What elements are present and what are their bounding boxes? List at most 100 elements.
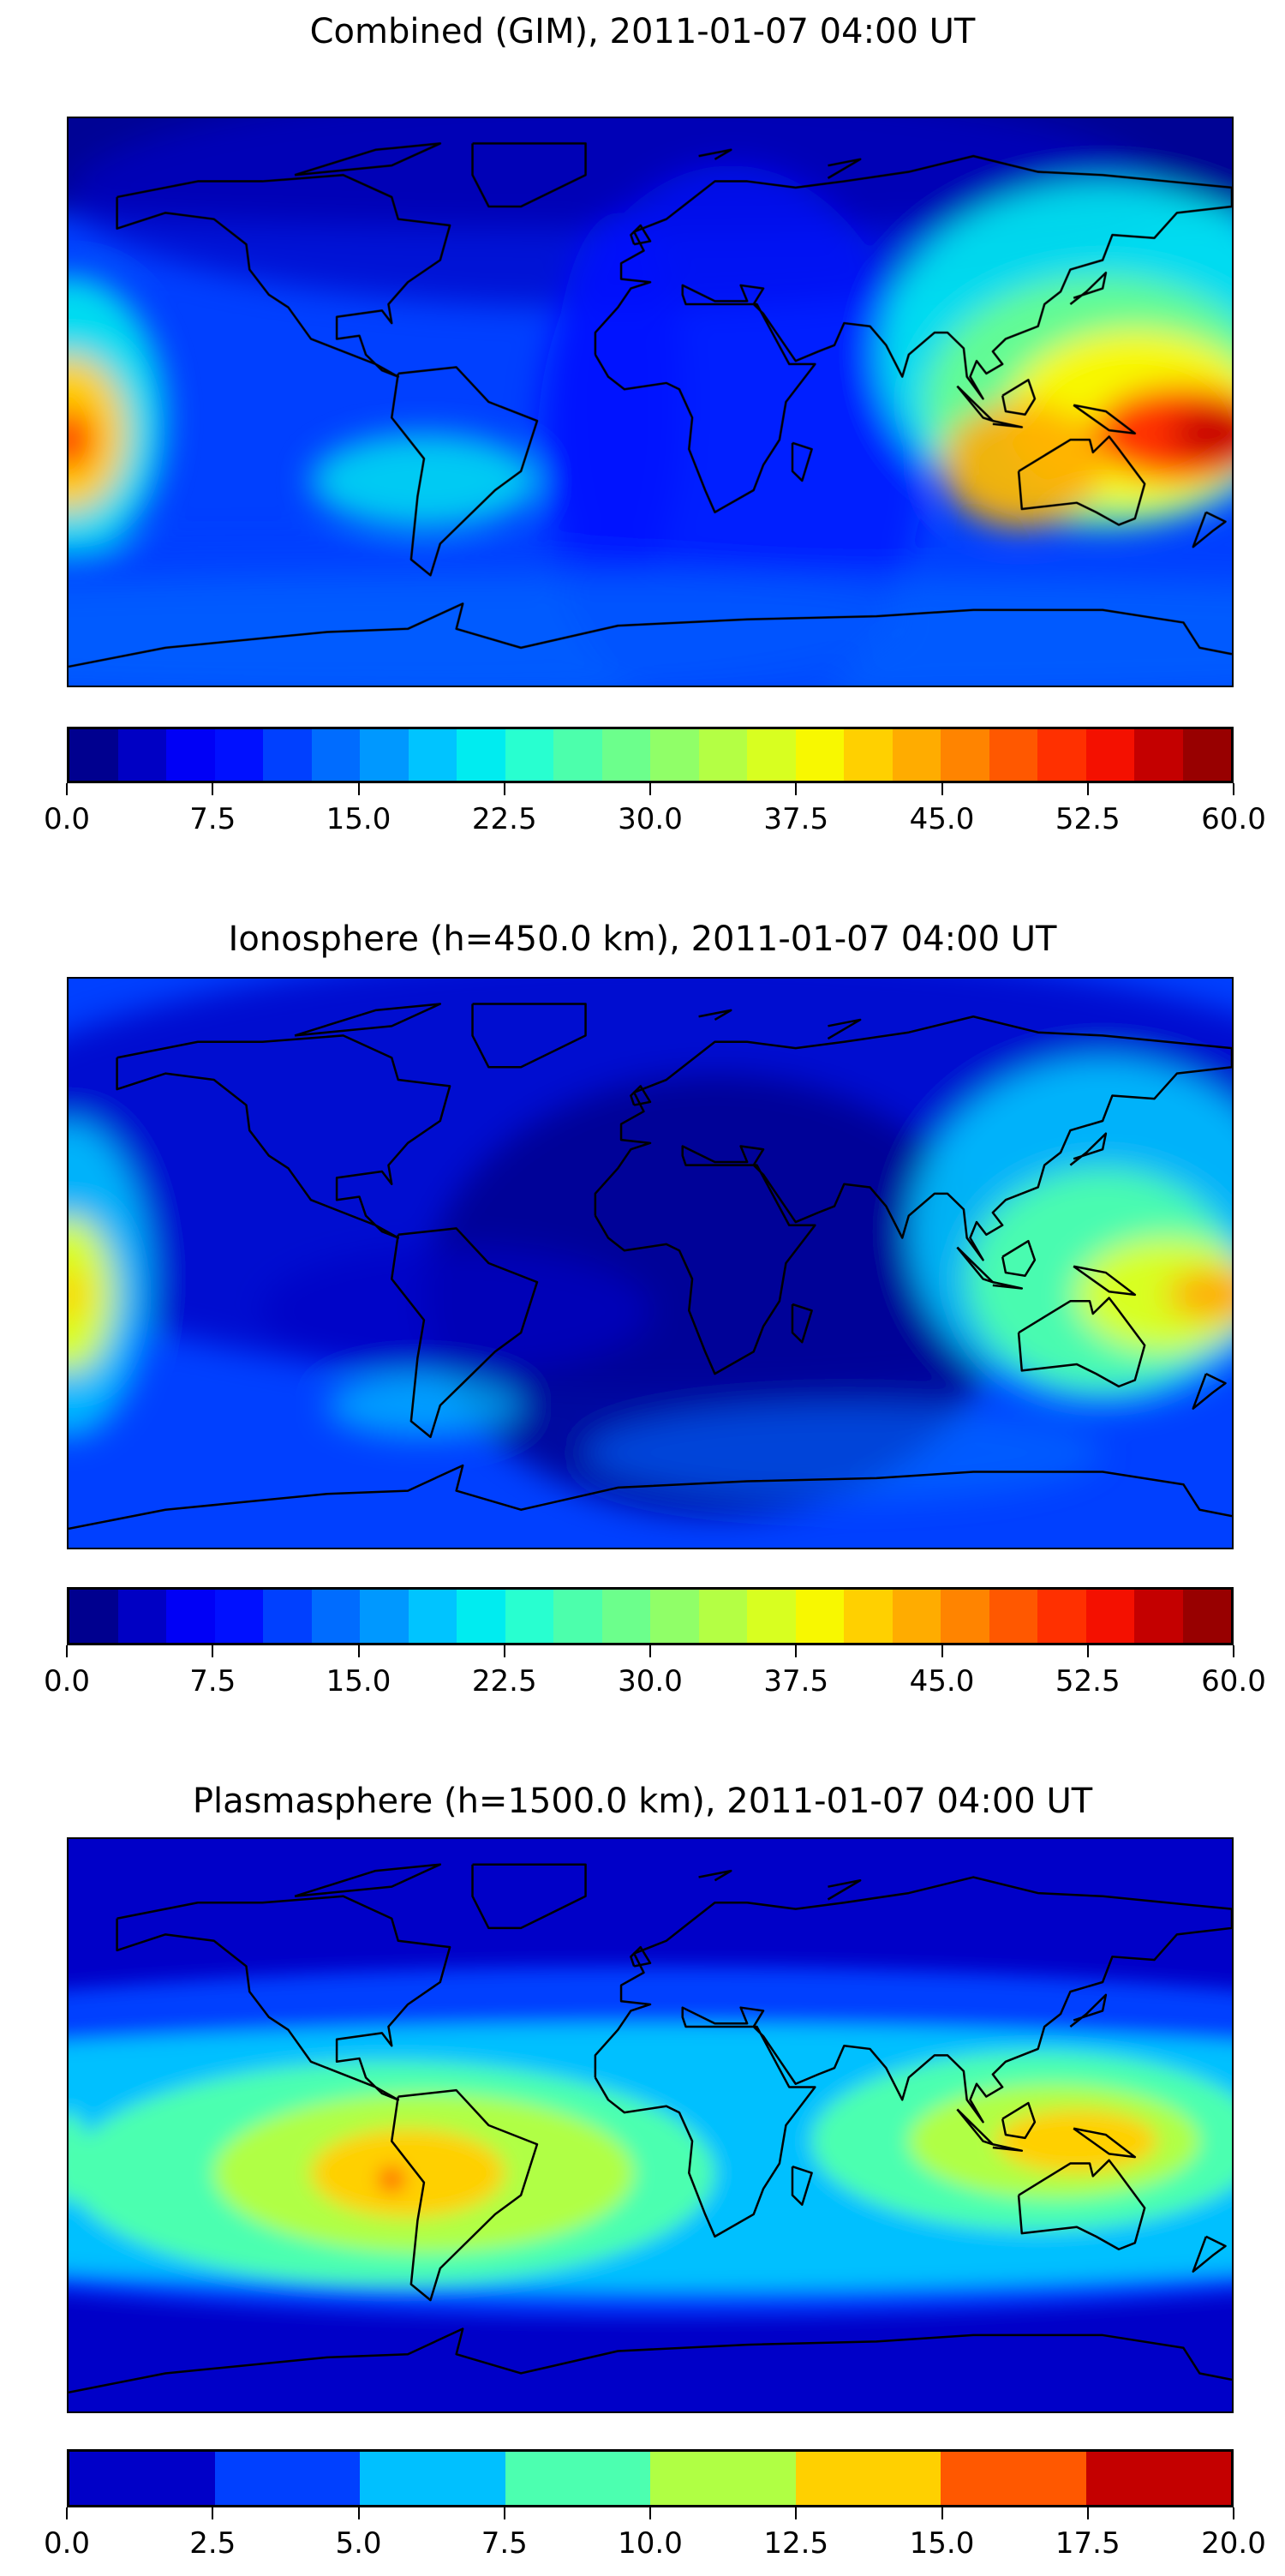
coastline bbox=[391, 1228, 537, 1436]
coastline bbox=[1193, 1374, 1226, 1409]
coastline bbox=[473, 143, 586, 207]
coastline bbox=[1073, 405, 1135, 434]
colorbar-tick-label: 52.5 bbox=[1055, 1664, 1121, 1698]
coastline bbox=[117, 1896, 451, 2100]
coastline bbox=[69, 603, 1232, 667]
colorbar-tick-label: 7.5 bbox=[189, 802, 236, 836]
colorbar-level bbox=[360, 729, 409, 781]
colorbar-level bbox=[553, 729, 602, 781]
field-contour-region bbox=[995, 2109, 1158, 2173]
colorbar-tick bbox=[795, 2507, 798, 2519]
colorbar-level bbox=[360, 1590, 409, 1643]
coastline bbox=[473, 1865, 586, 1928]
colorbar-level bbox=[166, 729, 215, 781]
colorbar-tick-label: 60.0 bbox=[1201, 1664, 1266, 1698]
colorbar-level bbox=[505, 2452, 650, 2505]
colorbar-level bbox=[311, 729, 360, 781]
colorbar-level bbox=[1085, 729, 1134, 781]
colorbar-level bbox=[795, 2452, 941, 2505]
colorbar-level bbox=[1182, 1590, 1231, 1643]
colorbar-level bbox=[166, 1590, 215, 1643]
colorbar-level bbox=[941, 729, 989, 781]
coastline bbox=[957, 386, 992, 421]
coastline bbox=[473, 1004, 586, 1068]
colorbar-level bbox=[457, 729, 505, 781]
colorbar-tick bbox=[503, 1645, 505, 1657]
colorbar-level bbox=[214, 2452, 360, 2505]
colorbar-level bbox=[69, 2452, 215, 2505]
colorbar-level bbox=[457, 1590, 505, 1643]
coastline bbox=[1002, 1241, 1035, 1276]
colorbar-tick-label: 22.5 bbox=[471, 802, 537, 836]
field-contour-region bbox=[585, 1405, 1103, 1501]
colorbar-level bbox=[1134, 729, 1183, 781]
colorbar-level bbox=[1085, 1590, 1134, 1643]
colorbar-tick bbox=[66, 2507, 68, 2519]
coastline bbox=[631, 1086, 650, 1105]
colorbar-tick bbox=[941, 2507, 943, 2519]
coastline bbox=[828, 1020, 860, 1039]
colorbar-level bbox=[844, 1590, 893, 1643]
coastline bbox=[699, 1010, 732, 1020]
coastline bbox=[295, 1004, 440, 1036]
colorbar-tick-label: 0.0 bbox=[43, 1664, 91, 1698]
panel-1-colorbar bbox=[67, 727, 1234, 783]
colorbar-tick-label: 0.0 bbox=[43, 802, 91, 836]
colorbar-level bbox=[214, 729, 263, 781]
colorbar-level bbox=[698, 729, 747, 781]
colorbar-level bbox=[601, 1590, 650, 1643]
colorbar-level bbox=[892, 1590, 941, 1643]
field-contour-region bbox=[941, 402, 1103, 529]
coastline bbox=[792, 443, 812, 481]
colorbar-tick-label: 45.0 bbox=[909, 1664, 975, 1698]
coastline bbox=[957, 2109, 992, 2144]
field-contour-region bbox=[553, 213, 683, 591]
map-plot bbox=[69, 118, 1232, 686]
colorbar-tick bbox=[212, 1645, 214, 1657]
coastline bbox=[1070, 1995, 1105, 2027]
colorbar-tick bbox=[66, 1645, 68, 1657]
colorbar-level bbox=[117, 729, 166, 781]
colorbar-level bbox=[1085, 2452, 1231, 2505]
panel-1-colorbar-ticks: 0.0 7.5 15.0 22.5 30.0 37.5 45.0 52.5 60.0 bbox=[44, 783, 1266, 852]
colorbar-tick-label: 2.5 bbox=[189, 2526, 236, 2561]
colorbar-tick bbox=[357, 1645, 360, 1657]
colorbar-tick-label: 30.0 bbox=[618, 1664, 683, 1698]
colorbar-level bbox=[263, 1590, 312, 1643]
colorbar-level bbox=[408, 729, 457, 781]
colorbar-level bbox=[892, 729, 941, 781]
colorbar-level bbox=[408, 1590, 457, 1643]
map-plot bbox=[69, 979, 1232, 1548]
coastline bbox=[699, 1871, 732, 1880]
colorbar-tick-label: 15.0 bbox=[909, 2526, 975, 2561]
colorbar-level bbox=[747, 1590, 796, 1643]
field-contour-region bbox=[326, 1374, 522, 1437]
colorbar-tick-label: 15.0 bbox=[326, 802, 391, 836]
colorbar-tick bbox=[357, 783, 360, 795]
colorbar-level bbox=[505, 729, 553, 781]
colorbar-tick-label: 30.0 bbox=[618, 802, 683, 836]
coastline bbox=[631, 1947, 650, 1966]
colorbar-tick-label: 7.5 bbox=[481, 2526, 528, 2561]
coastline bbox=[69, 1465, 1232, 1529]
colorbar-level bbox=[69, 1590, 118, 1643]
panel-3-title: Plasmasphere (h=1500.0 km), 2011-01-07 0… bbox=[192, 1782, 1093, 1821]
coastline bbox=[957, 1248, 992, 1283]
panel-1-map bbox=[67, 117, 1234, 687]
colorbar-tick bbox=[212, 2507, 214, 2519]
colorbar-tick-label: 20.0 bbox=[1201, 2526, 1266, 2561]
colorbar-level bbox=[601, 729, 650, 781]
panel-2-colorbar-ticks: 0.0 7.5 15.0 22.5 30.0 37.5 45.0 52.5 60.0 bbox=[44, 1645, 1266, 1714]
coastline bbox=[993, 1282, 1022, 1288]
colorbar-tick-label: 12.5 bbox=[763, 2526, 829, 2561]
coastline bbox=[828, 1880, 860, 1899]
coastline bbox=[792, 2166, 812, 2205]
field-contour-region bbox=[69, 575, 1232, 686]
colorbar-level bbox=[698, 1590, 747, 1643]
field-contour-region bbox=[262, 1247, 650, 1375]
colorbar-level bbox=[1134, 1590, 1183, 1643]
coastline bbox=[117, 175, 451, 376]
colorbar-tick-label: 37.5 bbox=[763, 802, 829, 836]
field-contour-region bbox=[69, 1269, 88, 1321]
coastline bbox=[993, 2144, 1022, 2150]
